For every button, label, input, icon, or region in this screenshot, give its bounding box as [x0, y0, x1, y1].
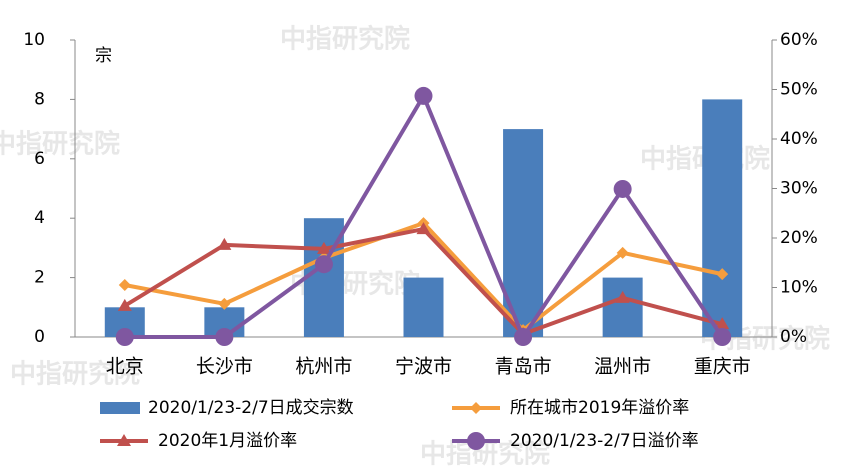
line-marker	[713, 328, 732, 346]
line-marker	[613, 179, 632, 198]
legend-marker	[117, 434, 131, 446]
line-marker	[118, 279, 131, 292]
line-marker	[414, 86, 433, 105]
legend-marker	[470, 402, 482, 414]
y2-tick-label: 40%	[780, 129, 818, 149]
watermark: 中指研究院	[280, 24, 410, 55]
y2-tick-label: 60%	[780, 30, 818, 50]
x-tick-label: 青岛市	[495, 356, 552, 378]
y2-tick-label: 30%	[780, 179, 818, 199]
x-tick-label: 重庆市	[694, 356, 751, 378]
bar	[602, 277, 643, 337]
y2-tick-label: 50%	[780, 80, 818, 100]
x-tick-label: 宁波市	[395, 356, 452, 378]
watermark: 中指研究院	[0, 129, 120, 160]
legend-label: 2020年1月溢价率	[158, 431, 297, 451]
watermark: 中指研究院	[10, 359, 140, 390]
line-marker	[115, 328, 134, 346]
legend-label: 2020/1/23-2/7日成交宗数	[148, 398, 354, 418]
line-marker	[514, 328, 533, 346]
bar	[303, 218, 344, 337]
legend-marker	[467, 432, 485, 450]
line-marker	[715, 317, 730, 330]
line-marker	[217, 237, 232, 250]
line-marker	[416, 222, 431, 235]
y-tick-label: 6	[34, 149, 45, 169]
watermark: 中指研究院	[420, 439, 550, 470]
line-marker	[314, 255, 333, 274]
y2-tick-label: 0%	[780, 327, 807, 347]
x-tick-label: 杭州市	[295, 356, 352, 378]
legend-label: 所在城市2019年溢价率	[510, 398, 689, 418]
line-marker	[616, 246, 629, 259]
bar	[403, 277, 444, 337]
line-marker	[117, 298, 132, 311]
line-marker	[218, 297, 231, 310]
legend-label: 2020/1/23-2/7日溢价率	[510, 431, 699, 451]
x-tick-label: 长沙市	[196, 356, 253, 378]
x-tick-label: 温州市	[594, 356, 651, 378]
y2-tick-label: 20%	[780, 228, 818, 248]
legend-swatch	[100, 402, 140, 414]
line-marker	[716, 268, 729, 281]
x-tick-label: 北京	[106, 356, 144, 378]
line-marker	[215, 328, 234, 346]
line-marker	[615, 290, 630, 303]
y-unit: 宗	[95, 46, 112, 66]
y-tick-label: 0	[34, 327, 45, 347]
y-tick-label: 4	[34, 208, 45, 228]
line-marker	[316, 241, 331, 254]
y-tick-label: 2	[34, 268, 45, 288]
y-tick-label: 8	[34, 89, 45, 109]
bar	[702, 99, 743, 338]
y-tick-label: 10	[23, 30, 45, 50]
y2-tick-label: 10%	[780, 278, 818, 298]
